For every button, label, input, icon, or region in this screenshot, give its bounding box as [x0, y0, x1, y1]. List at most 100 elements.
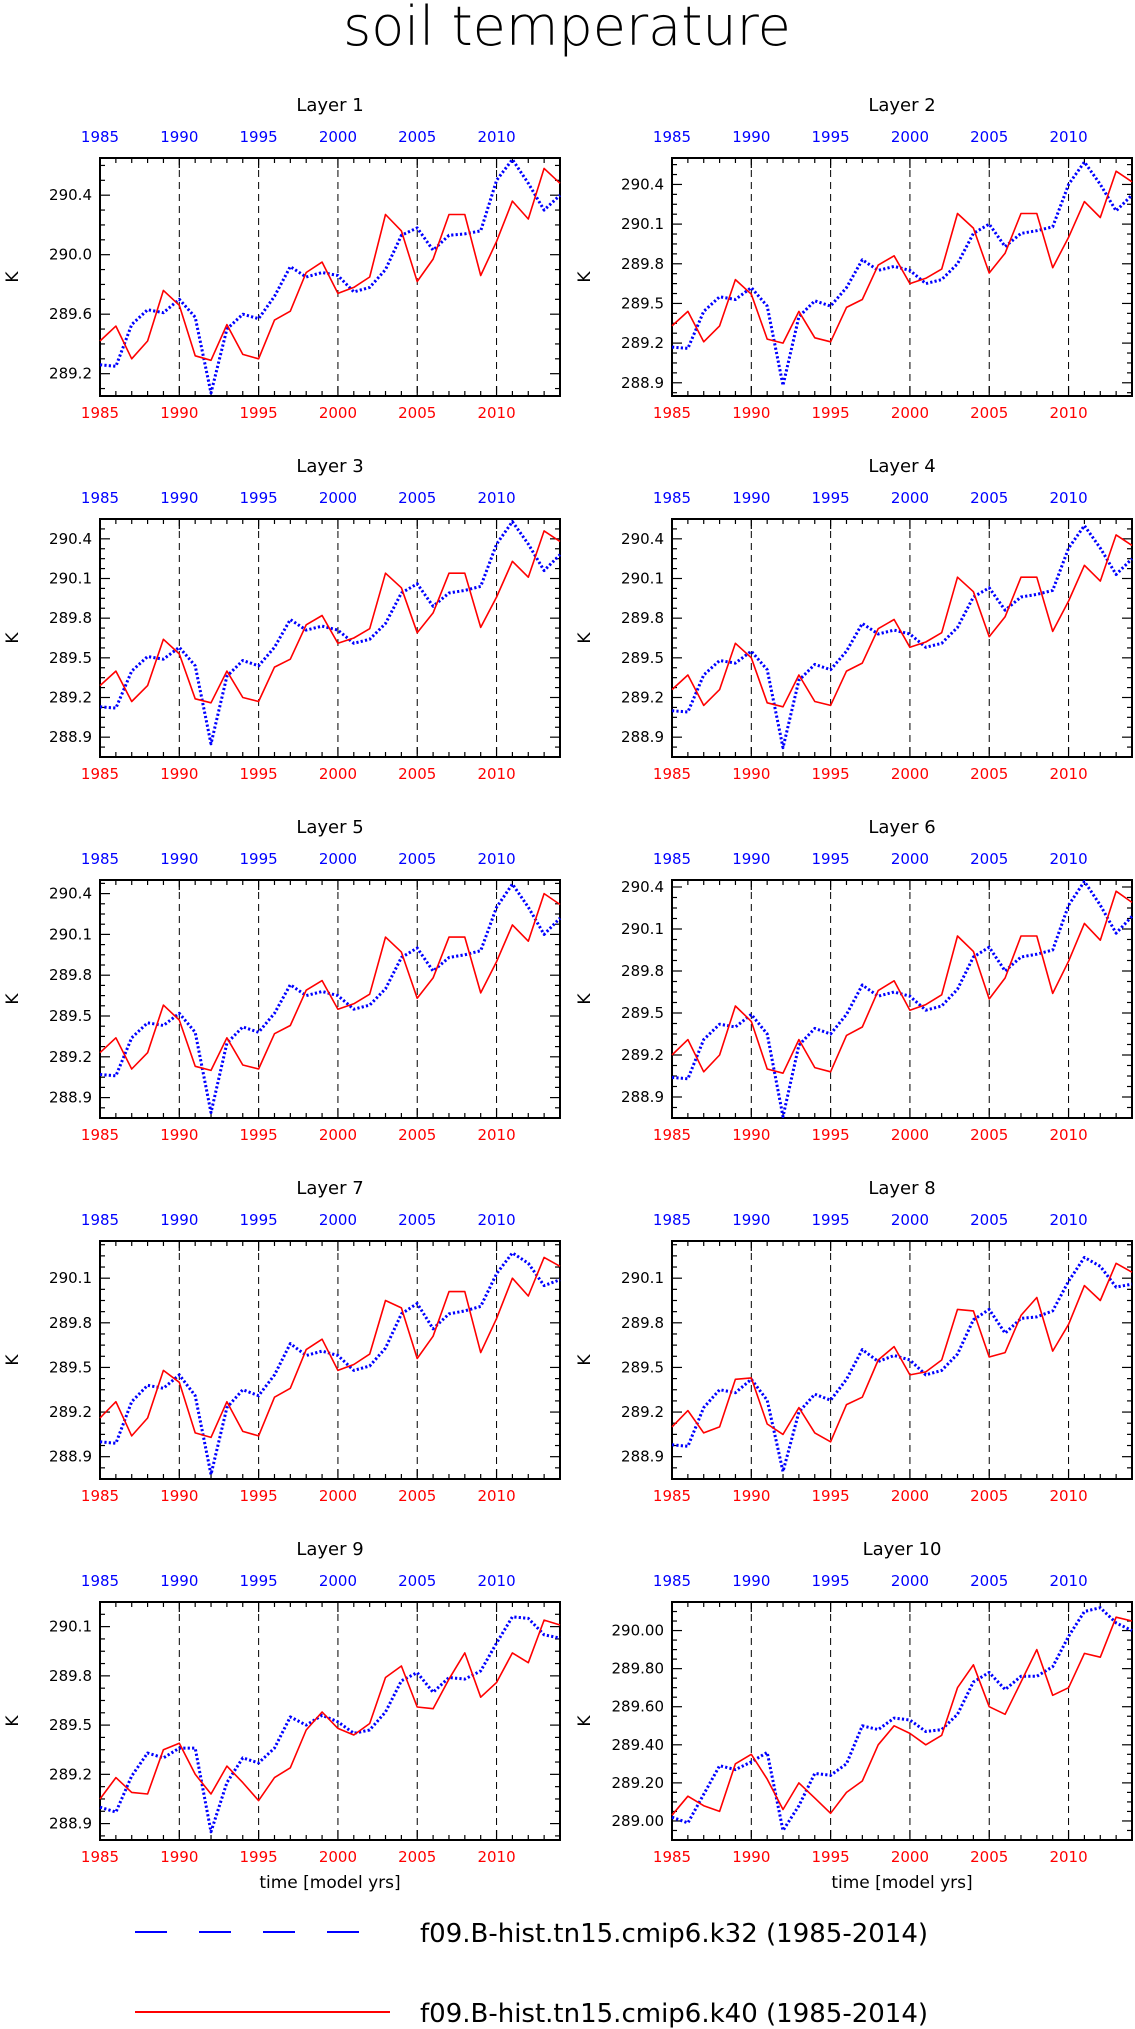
- x-tick-label-top: 2005: [970, 850, 1008, 868]
- x-tick-label-bottom: 1985: [653, 404, 691, 422]
- x-tick-label-top: 2005: [398, 128, 436, 146]
- y-axis-label: K: [575, 271, 595, 283]
- x-tick-label-bottom: 2010: [477, 1126, 515, 1144]
- panel-layer-3: Layer 3 1985 1985 1990 1990 1995 1995 2000 2000 2…: [3, 456, 562, 783]
- x-tick-label-bottom: 1985: [81, 1487, 119, 1505]
- x-tick-label-top: 1995: [240, 489, 278, 507]
- y-tick-label: 289.8: [49, 966, 92, 984]
- y-tick-label: 289.5: [49, 1716, 92, 1734]
- series-line-k32: [671, 1255, 1133, 1474]
- x-tick-label-bottom: 2000: [891, 1126, 929, 1144]
- y-tick-label: 290.4: [621, 878, 664, 896]
- panel-title: Layer 6: [868, 817, 935, 838]
- x-tick-label-top: 2005: [398, 1572, 436, 1590]
- panels-group: Layer 1 1985 1985 1990 1990 1995 1995 2000 2000 2…: [3, 95, 1134, 1893]
- x-tick-label-top: 2000: [891, 850, 929, 868]
- x-tick-label-bottom: 1990: [732, 404, 770, 422]
- y-tick-label: 288.9: [49, 1815, 92, 1833]
- x-tick-label-bottom: 2010: [477, 404, 515, 422]
- x-tick-label-bottom: 2005: [970, 404, 1008, 422]
- y-tick-label: 290.1: [621, 1269, 664, 1287]
- y-tick-label: 289.40: [612, 1736, 665, 1754]
- y-tick-label: 289.8: [49, 609, 92, 627]
- y-tick-label: 290.1: [621, 215, 664, 233]
- panel-title: Layer 10: [863, 1539, 942, 1560]
- series-line-k40: [99, 1256, 561, 1439]
- y-tick-label: 289.2: [621, 334, 664, 352]
- y-tick-label: 290.1: [49, 1269, 92, 1287]
- x-tick-label-top: 1995: [812, 489, 850, 507]
- panel-layer-6: Layer 6 1985 1985 1990 1990 1995 1995 2000 2000 2…: [575, 817, 1134, 1144]
- y-tick-label: 289.2: [49, 689, 92, 707]
- x-tick-label-bottom: 1985: [653, 1487, 691, 1505]
- series-line-k40: [99, 892, 561, 1072]
- y-tick-label: 289.8: [621, 962, 664, 980]
- x-tick-label-bottom: 1995: [240, 1126, 278, 1144]
- x-tick-label-bottom: 1985: [81, 765, 119, 783]
- panel-title: Layer 2: [868, 95, 935, 116]
- series-line-k40: [671, 170, 1133, 344]
- x-tick-label-bottom: 2000: [891, 404, 929, 422]
- y-tick-label: 288.9: [49, 728, 92, 746]
- x-tick-label-bottom: 2005: [398, 404, 436, 422]
- x-tick-label-top: 2010: [1049, 850, 1087, 868]
- y-tick-label: 289.5: [621, 1004, 664, 1022]
- panel-layer-8: Layer 8 1985 1985 1990 1990 1995 1995 2000 2000 2…: [575, 1178, 1133, 1505]
- series-line-k40: [671, 1616, 1133, 1816]
- x-tick-label-bottom: 2000: [891, 1848, 929, 1866]
- y-tick-label: 289.6: [49, 305, 92, 323]
- y-tick-label: 289.5: [621, 294, 664, 312]
- x-tick-label-bottom: 2000: [891, 765, 929, 783]
- panel-title: Layer 8: [868, 1178, 935, 1199]
- panel-layer-5: Layer 5 1985 1985 1990 1990 1995 1995 2000 2000 2…: [3, 817, 562, 1144]
- series-line-k32: [671, 879, 1134, 1119]
- x-tick-label-bottom: 1990: [732, 1487, 770, 1505]
- x-tick-label-top: 1985: [653, 850, 691, 868]
- x-tick-label-top: 1985: [81, 1211, 119, 1229]
- legend: f09.B-hist.tn15.cmip6.k32 (1985-2014) f0…: [135, 1919, 928, 2029]
- panel-title: Layer 3: [296, 456, 363, 477]
- figure-title: soil temperature: [343, 0, 791, 58]
- y-tick-label: 289.5: [621, 649, 664, 667]
- series-line-k40: [99, 530, 561, 704]
- x-tick-label-bottom: 2000: [319, 1126, 357, 1144]
- x-tick-label-bottom: 2010: [477, 765, 515, 783]
- y-tick-label: 290.4: [49, 885, 92, 903]
- y-tick-label: 289.8: [621, 255, 664, 273]
- x-tick-label-top: 2005: [398, 1211, 436, 1229]
- series-line-k32: [99, 520, 562, 746]
- plot-frame: [99, 1601, 561, 1841]
- x-tick-label-top: 2010: [1049, 128, 1087, 146]
- x-tick-label-bottom: 1995: [812, 765, 850, 783]
- y-tick-label: 289.00: [612, 1812, 665, 1830]
- x-tick-label-top: 1995: [812, 1572, 850, 1590]
- series-line-k40: [99, 167, 561, 362]
- x-tick-label-bottom: 1995: [812, 404, 850, 422]
- y-tick-label: 290.4: [621, 530, 664, 548]
- x-tick-label-top: 1985: [81, 489, 119, 507]
- plot-frame: [99, 518, 561, 758]
- plot-frame: [671, 879, 1133, 1119]
- x-tick-label-bottom: 2005: [398, 1848, 436, 1866]
- y-axis-label: K: [3, 271, 23, 283]
- y-tick-label: 288.9: [621, 374, 664, 392]
- x-tick-label-top: 1995: [812, 1211, 850, 1229]
- x-tick-label-top: 2005: [970, 1572, 1008, 1590]
- y-tick-label: 289.8: [49, 1314, 92, 1332]
- y-tick-label: 288.9: [621, 728, 664, 746]
- y-tick-label: 289.60: [612, 1698, 665, 1716]
- y-axis-label: K: [575, 993, 595, 1005]
- plot-frame: [99, 879, 561, 1119]
- y-tick-label: 290.0: [49, 246, 92, 264]
- y-tick-label: 290.1: [49, 1618, 92, 1636]
- x-tick-label-bottom: 1985: [653, 1126, 691, 1144]
- panel-title: Layer 5: [296, 817, 363, 838]
- x-tick-label-bottom: 1995: [240, 404, 278, 422]
- y-axis-label: K: [3, 993, 23, 1005]
- x-tick-label-bottom: 1995: [812, 1487, 850, 1505]
- x-tick-label-top: 2010: [477, 489, 515, 507]
- x-tick-label-bottom: 1985: [81, 1126, 119, 1144]
- y-tick-label: 289.2: [49, 1403, 92, 1421]
- x-tick-label-top: 1990: [732, 489, 770, 507]
- y-tick-label: 290.4: [49, 186, 92, 204]
